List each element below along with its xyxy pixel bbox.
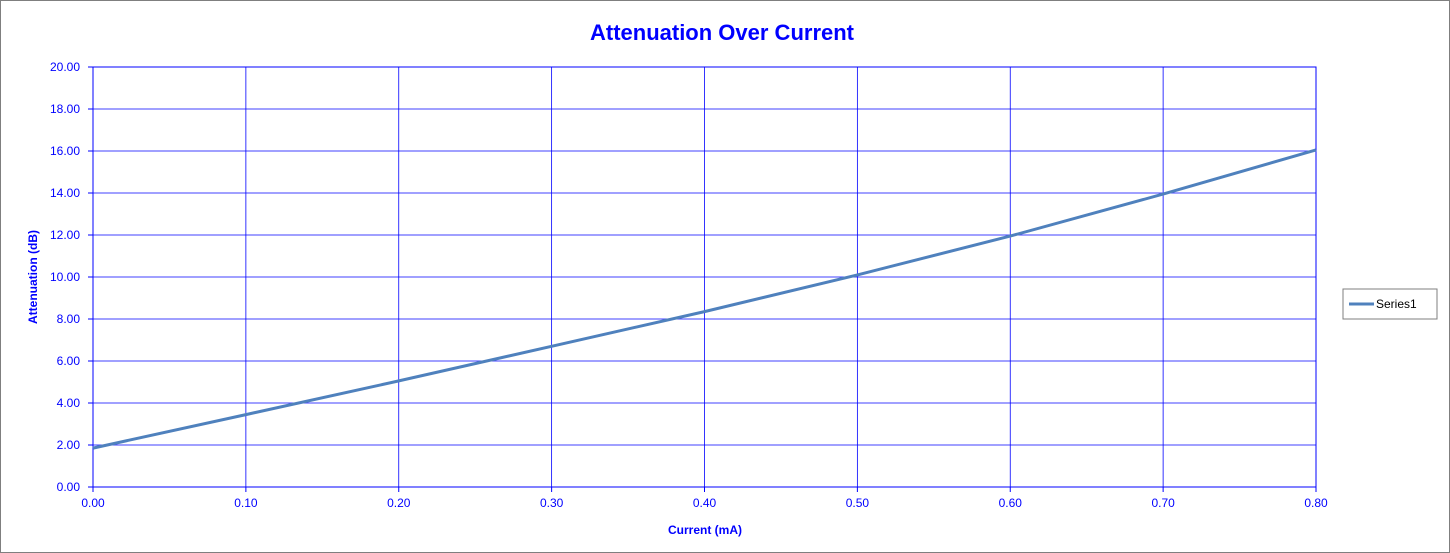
legend: Series1: [1342, 288, 1438, 320]
x-axis-ticks: 0.00 0.10 0.20 0.30 0.40 0.50 0.60 0.70 0.80: [81, 487, 1328, 510]
x-tick-label: 0.50: [846, 496, 870, 510]
y-tick-label: 10.00: [50, 270, 80, 284]
x-tick-label: 0.40: [693, 496, 717, 510]
x-tick-label: 0.80: [1304, 496, 1328, 510]
legend-label-series1: Series1: [1376, 297, 1417, 311]
chart-title: Attenuation Over Current: [590, 20, 855, 45]
x-tick-label: 0.60: [999, 496, 1023, 510]
x-tick-label: 0.00: [81, 496, 105, 510]
y-tick-label: 12.00: [50, 228, 80, 242]
y-tick-label: 8.00: [57, 312, 81, 326]
x-tick-label: 0.10: [234, 496, 258, 510]
series-layer: [92, 148, 1317, 450]
y-tick-label: 18.00: [50, 102, 80, 116]
series-line-series1: [92, 148, 1317, 450]
x-tick-label: 0.70: [1151, 496, 1175, 510]
y-tick-label: 20.00: [50, 60, 80, 74]
x-tick-label: 0.20: [387, 496, 411, 510]
y-tick-label: 16.00: [50, 144, 80, 158]
y-tick-label: 2.00: [57, 438, 81, 452]
y-axis-title: Attenuation (dB): [26, 230, 40, 324]
grid-lines: [92, 66, 1317, 488]
y-tick-label: 0.00: [57, 480, 81, 494]
x-axis-title: Current (mA): [668, 523, 742, 537]
y-tick-label: 4.00: [57, 396, 81, 410]
y-axis-ticks: 0.00 2.00 4.00 6.00 8.00 10.00 12.00 14.00 16.00…: [50, 60, 93, 494]
y-tick-label: 14.00: [50, 186, 80, 200]
x-tick-label: 0.30: [540, 496, 564, 510]
y-tick-label: 6.00: [57, 354, 81, 368]
